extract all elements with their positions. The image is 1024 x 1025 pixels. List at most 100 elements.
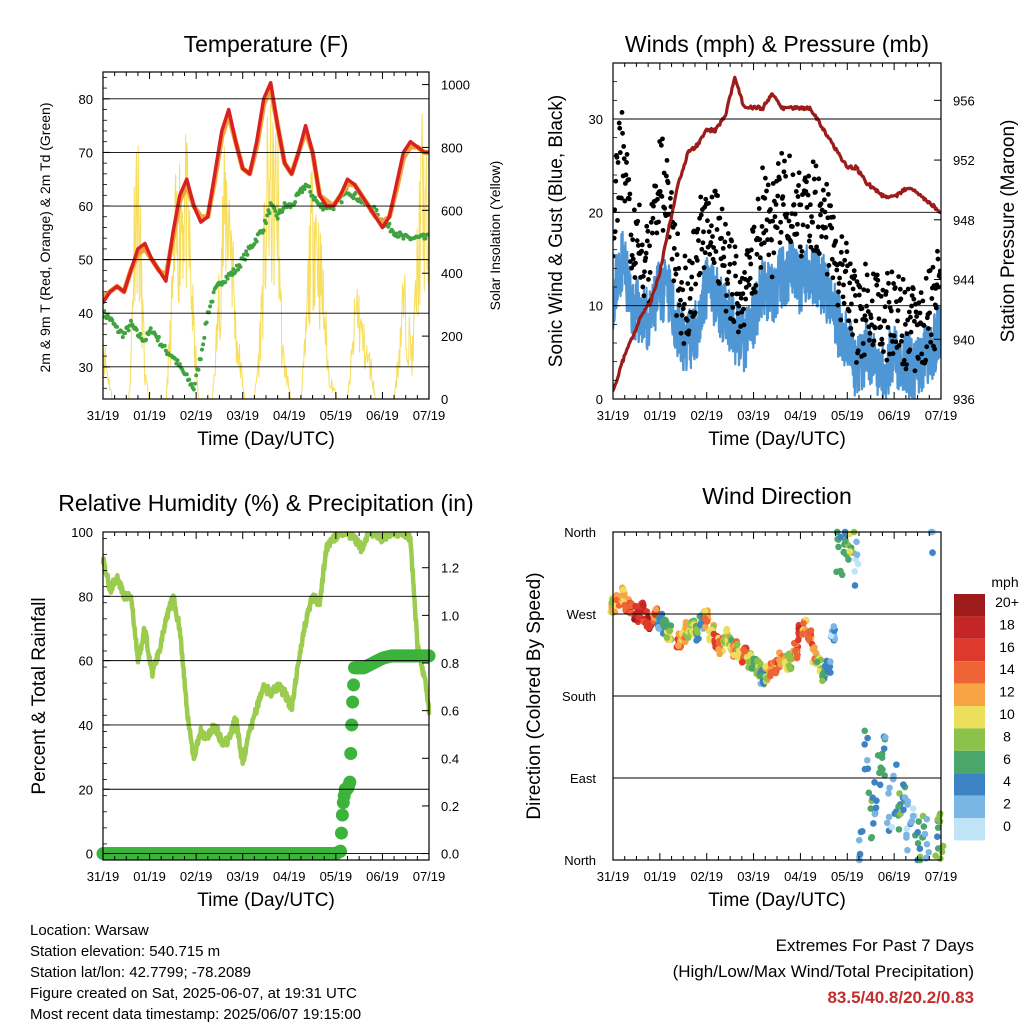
direction-point [881,772,888,779]
gust-point [619,195,624,201]
gust-point [921,323,927,328]
gust-point [870,342,876,348]
direction-point [937,855,944,862]
speed-legend-label: 4 [1003,773,1011,789]
gust-point [635,218,641,224]
gust-point [910,286,916,292]
x-tick-label: 31/19 [87,408,120,423]
rainfall-point [335,808,349,822]
dewpoint-point [114,324,119,329]
speed-legend-swatch [954,795,985,818]
gust-point [886,299,892,305]
gust-point [669,190,674,195]
direction-point [702,623,709,630]
direction-point [851,568,859,575]
gust-point [938,274,941,280]
temperature-series [103,80,429,399]
dewpoint-point [351,196,356,201]
extremes-title: Extremes For Past 7 Days [775,936,974,955]
gust-point [777,176,782,182]
gust-point [730,304,736,310]
gust-point [700,240,706,246]
gust-point [805,192,811,198]
direction-point [662,618,670,626]
direction-point [895,803,902,810]
gust-point [709,194,715,200]
gust-point [838,249,844,255]
rainfall-point [334,844,348,858]
direction-point [921,830,929,838]
gust-point [711,260,717,266]
gust-point [755,196,761,202]
gust-point [680,287,686,293]
direction-point [785,662,793,669]
gust-point [822,197,827,203]
direction-point [863,756,871,764]
gust-point [828,203,834,209]
gust-point [879,341,885,347]
gust-point [752,289,758,295]
dewpoint-point [187,377,192,382]
speed-legend-label: 0 [1003,818,1011,834]
gust-point [807,233,813,239]
gust-point [711,245,717,250]
direction-point [865,789,873,797]
speed-legend-label: 12 [999,684,1015,700]
direction-point [893,761,900,768]
gust-point [882,304,888,310]
gust-point [637,202,642,208]
dewpoint-point [204,320,209,325]
gust-point [803,189,809,194]
gust-point [854,360,859,365]
gust-point [672,222,678,227]
dewpoint-point [421,232,426,237]
direction-point [853,551,861,558]
gust-point [778,229,784,235]
gust-point [896,343,902,348]
direction-point [880,745,888,752]
dewpoint-point [272,205,277,210]
gust-point [748,247,754,253]
gust-point [701,229,706,235]
direction-point [762,663,770,670]
gust-point [890,351,896,356]
direction-point [723,625,731,633]
gust-point [771,250,777,256]
speed-legend-swatch [954,616,985,639]
speed-legend-title: mph [991,574,1018,590]
x-tick-label: 05/19 [831,408,864,423]
gust-point [806,173,812,179]
gust-point [733,253,739,259]
gust-point [787,153,792,159]
gust-point [634,238,640,244]
gust-point [849,301,854,307]
direction-point [873,797,880,804]
panel-title: Temperature (F) [184,31,349,57]
direction-point [936,818,944,825]
x-tick-label: 07/19 [413,408,446,423]
gust-point [860,341,866,346]
direction-point [896,790,903,797]
gust-point [697,270,703,276]
gust-point [765,182,771,188]
gust-point [721,263,727,269]
gust-point [761,240,767,246]
gust-point [810,219,816,225]
dewpoint-point [245,252,250,257]
direction-point [861,741,868,748]
x-tick-label: 06/19 [878,408,911,423]
y-tick-label: 0 [596,392,603,407]
panel-title: Winds (mph) & Pressure (mb) [625,31,929,57]
direction-point [684,634,692,641]
gust-point [863,261,868,267]
gust-point [834,267,840,273]
gust-point [838,317,844,323]
direction-point [885,790,892,797]
rainfall-point [334,826,348,840]
gust-point [733,273,738,279]
dewpoint-point [264,221,268,226]
gust-point [861,287,867,293]
gust-point [839,234,845,239]
x-tick-label: 04/19 [273,408,306,423]
gust-point [692,310,698,316]
